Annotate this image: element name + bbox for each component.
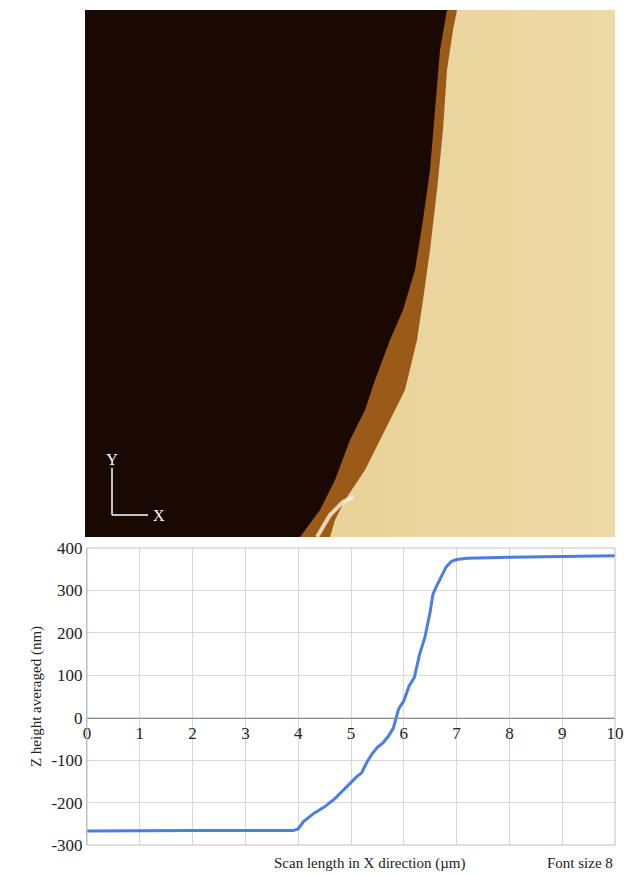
svg-text:6: 6 — [400, 724, 409, 743]
svg-text:Font size 8: Font size 8 — [547, 855, 613, 871]
svg-text:7: 7 — [452, 724, 461, 743]
svg-text:5: 5 — [347, 724, 356, 743]
svg-text:200: 200 — [57, 624, 83, 643]
svg-text:10: 10 — [607, 724, 624, 743]
svg-text:Y: Y — [106, 451, 118, 468]
svg-text:Z height averaged (nm): Z height averaged (nm) — [28, 626, 45, 767]
svg-text:-200: -200 — [51, 794, 82, 813]
svg-text:1: 1 — [136, 724, 145, 743]
svg-text:9: 9 — [558, 724, 567, 743]
svg-text:X: X — [153, 507, 165, 524]
svg-text:2: 2 — [188, 724, 197, 743]
svg-text:100: 100 — [57, 666, 83, 685]
svg-text:-300: -300 — [51, 836, 82, 855]
svg-text:0: 0 — [74, 709, 83, 728]
svg-text:0: 0 — [83, 724, 92, 743]
svg-text:8: 8 — [505, 724, 514, 743]
svg-text:300: 300 — [57, 581, 83, 600]
svg-text:4: 4 — [294, 724, 303, 743]
svg-text:-100: -100 — [51, 751, 82, 770]
svg-text:3: 3 — [241, 724, 250, 743]
svg-text:Scan length in X direction (µm: Scan length in X direction (µm) — [274, 855, 466, 872]
svg-text:400: 400 — [57, 539, 83, 558]
